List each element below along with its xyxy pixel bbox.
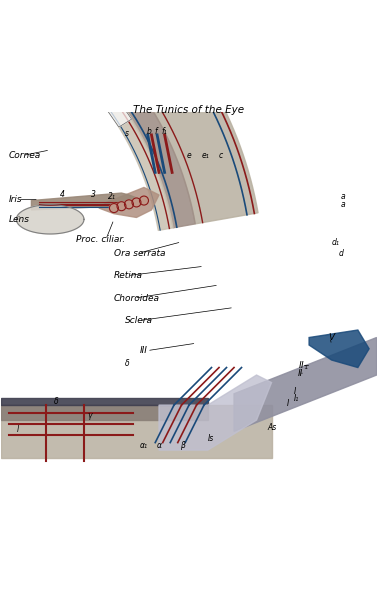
Polygon shape xyxy=(0,0,173,584)
Text: δ: δ xyxy=(54,397,59,406)
Text: γ: γ xyxy=(88,411,92,420)
Text: III: III xyxy=(140,346,148,355)
Polygon shape xyxy=(0,0,258,600)
Text: α₁: α₁ xyxy=(140,441,148,450)
Polygon shape xyxy=(2,405,271,458)
Text: d₁: d₁ xyxy=(332,238,339,247)
Polygon shape xyxy=(16,205,84,234)
Polygon shape xyxy=(2,398,208,405)
Text: Sclera: Sclera xyxy=(125,316,153,325)
Circle shape xyxy=(117,202,126,211)
Text: Cornea: Cornea xyxy=(9,151,41,160)
Text: 2₁: 2₁ xyxy=(108,193,116,202)
Text: l: l xyxy=(16,425,19,434)
Text: As: As xyxy=(268,423,277,432)
Text: II$_1$: II$_1$ xyxy=(298,359,309,372)
Circle shape xyxy=(110,203,118,212)
Text: δ: δ xyxy=(125,359,130,368)
Polygon shape xyxy=(2,405,208,420)
Text: e: e xyxy=(187,151,192,160)
Circle shape xyxy=(132,198,141,207)
Text: s: s xyxy=(125,128,129,137)
Text: α: α xyxy=(157,441,162,450)
Text: Is: Is xyxy=(208,434,214,443)
Text: Ora serrata: Ora serrata xyxy=(114,248,166,257)
Polygon shape xyxy=(234,338,376,431)
Text: a: a xyxy=(341,200,345,209)
Text: c: c xyxy=(219,151,223,160)
Text: I: I xyxy=(287,398,289,407)
Text: Proc. ciliar.: Proc. ciliar. xyxy=(76,235,125,244)
Text: a: a xyxy=(341,193,345,202)
Text: f₁: f₁ xyxy=(162,127,167,136)
Polygon shape xyxy=(0,0,195,600)
Text: Lens: Lens xyxy=(9,215,30,224)
Polygon shape xyxy=(102,93,132,127)
Text: b: b xyxy=(147,127,152,136)
Text: Retina: Retina xyxy=(114,271,143,280)
Polygon shape xyxy=(36,28,70,59)
Polygon shape xyxy=(159,375,271,450)
Text: 3: 3 xyxy=(91,190,96,199)
Text: II: II xyxy=(298,368,303,377)
Text: d: d xyxy=(339,248,344,257)
Circle shape xyxy=(124,200,133,209)
Text: V: V xyxy=(328,333,334,342)
Text: I: I xyxy=(294,388,296,397)
Text: Iris: Iris xyxy=(9,195,23,204)
Polygon shape xyxy=(31,193,136,210)
Text: Choroidea: Choroidea xyxy=(114,293,160,302)
Circle shape xyxy=(139,196,149,205)
Text: The Tunics of the Eye: The Tunics of the Eye xyxy=(133,105,245,115)
Text: I₁: I₁ xyxy=(294,394,299,403)
Text: f: f xyxy=(155,127,157,136)
Text: β: β xyxy=(180,441,184,450)
Polygon shape xyxy=(99,187,159,217)
Text: 4: 4 xyxy=(60,190,64,199)
Polygon shape xyxy=(309,330,369,368)
Text: e₁: e₁ xyxy=(202,151,210,160)
